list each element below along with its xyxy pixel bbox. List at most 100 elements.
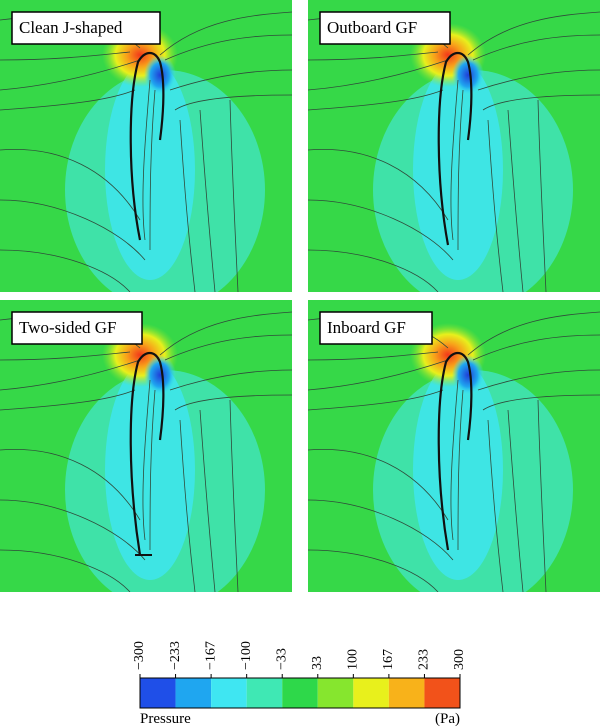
panel-label: Clean J-shaped <box>19 18 123 37</box>
colorbar-tick-label: 233 <box>417 649 432 670</box>
streamline <box>0 51 131 61</box>
streamline <box>308 51 439 61</box>
cold-spot <box>452 55 484 95</box>
streamline <box>308 499 454 561</box>
streamline <box>450 79 459 241</box>
colorbar-tick-label: 167 <box>381 649 396 670</box>
streamline <box>308 549 439 592</box>
streamline <box>149 89 156 251</box>
colorbar-swatch <box>317 678 354 708</box>
streamline <box>0 549 131 592</box>
colorbar-swatch <box>175 678 212 708</box>
panel-label: Outboard GF <box>327 18 417 37</box>
label-box <box>11 311 143 345</box>
streamline <box>159 11 292 56</box>
label-box <box>319 11 451 45</box>
streamline <box>199 109 216 292</box>
streamline <box>308 89 444 111</box>
cold-spot <box>144 55 176 95</box>
colorbar-swatch <box>353 678 389 708</box>
colorbar-tick-label: 100 <box>346 649 361 670</box>
streamline <box>457 389 464 551</box>
streamline <box>0 351 131 361</box>
streamline <box>487 119 504 292</box>
colorbar-tick-label: −100 <box>239 641 254 670</box>
streamline <box>0 448 141 521</box>
colorbar-swatch <box>388 678 425 708</box>
streamline <box>169 69 292 91</box>
streamline <box>308 249 439 292</box>
colorbar-swatch <box>211 678 247 708</box>
streamline <box>142 79 151 241</box>
colorbar-swatch <box>140 678 176 708</box>
streamline <box>537 399 547 592</box>
streamline <box>0 499 146 561</box>
label-box <box>11 11 161 45</box>
streamline <box>308 199 454 261</box>
blade <box>129 351 165 556</box>
panel: Two-sided GF <box>0 300 292 592</box>
streamline <box>308 359 449 391</box>
streamline <box>149 389 156 551</box>
low-region <box>413 360 503 580</box>
colorbar-tick-label: 33 <box>310 656 325 670</box>
streamline <box>0 249 131 292</box>
streamline <box>537 99 547 292</box>
streamline <box>164 34 292 61</box>
panel-label: Inboard GF <box>327 318 406 337</box>
streamline <box>472 334 600 361</box>
streamline <box>472 34 600 61</box>
label-box <box>319 311 433 345</box>
colorbar-swatch <box>424 678 460 708</box>
streamline <box>450 379 459 541</box>
streamline <box>507 109 524 292</box>
streamline <box>487 419 504 592</box>
streamline <box>482 394 600 411</box>
streamline <box>507 409 524 592</box>
streamline <box>467 11 600 56</box>
field <box>0 300 292 592</box>
streamline <box>0 89 136 111</box>
blade <box>437 51 473 246</box>
colorbar-frame <box>139 677 461 709</box>
streamline <box>229 399 239 592</box>
panel: Outboard GF <box>308 0 600 292</box>
colorbar-tick-label: 300 <box>452 649 467 670</box>
blade <box>129 51 165 241</box>
streamline <box>164 334 292 361</box>
colorbar-tick-label: −167 <box>203 641 218 670</box>
streamline <box>179 119 196 292</box>
colorbar-tick-label: −300 <box>132 641 147 670</box>
field <box>308 300 600 592</box>
low-region <box>105 60 195 280</box>
colorbar-swatch <box>282 678 318 708</box>
streamline <box>308 351 439 361</box>
streamline <box>169 369 292 391</box>
streamline <box>0 389 136 411</box>
low-region <box>413 60 503 280</box>
colorbar-swatch <box>246 678 283 708</box>
streamline <box>199 409 216 592</box>
streamline <box>477 69 600 91</box>
streamline <box>142 379 151 541</box>
streamline <box>308 448 449 521</box>
streamline <box>229 99 239 292</box>
cold-spot <box>452 355 484 395</box>
streamline <box>477 369 600 391</box>
streamline <box>308 59 449 91</box>
streamline <box>0 359 141 391</box>
colorbar-tick-label: −33 <box>274 648 289 670</box>
colorbar-unit: (Pa) <box>435 711 460 727</box>
colorbar-tick-label: −233 <box>168 641 183 670</box>
streamline <box>159 311 292 356</box>
streamline <box>174 394 292 411</box>
streamline <box>179 419 196 592</box>
streamline <box>0 59 141 91</box>
low-region <box>105 360 195 580</box>
streamline <box>0 148 141 221</box>
field <box>308 0 600 292</box>
panel-label: Two-sided GF <box>19 318 117 337</box>
blade <box>437 351 473 551</box>
streamline <box>467 311 600 356</box>
